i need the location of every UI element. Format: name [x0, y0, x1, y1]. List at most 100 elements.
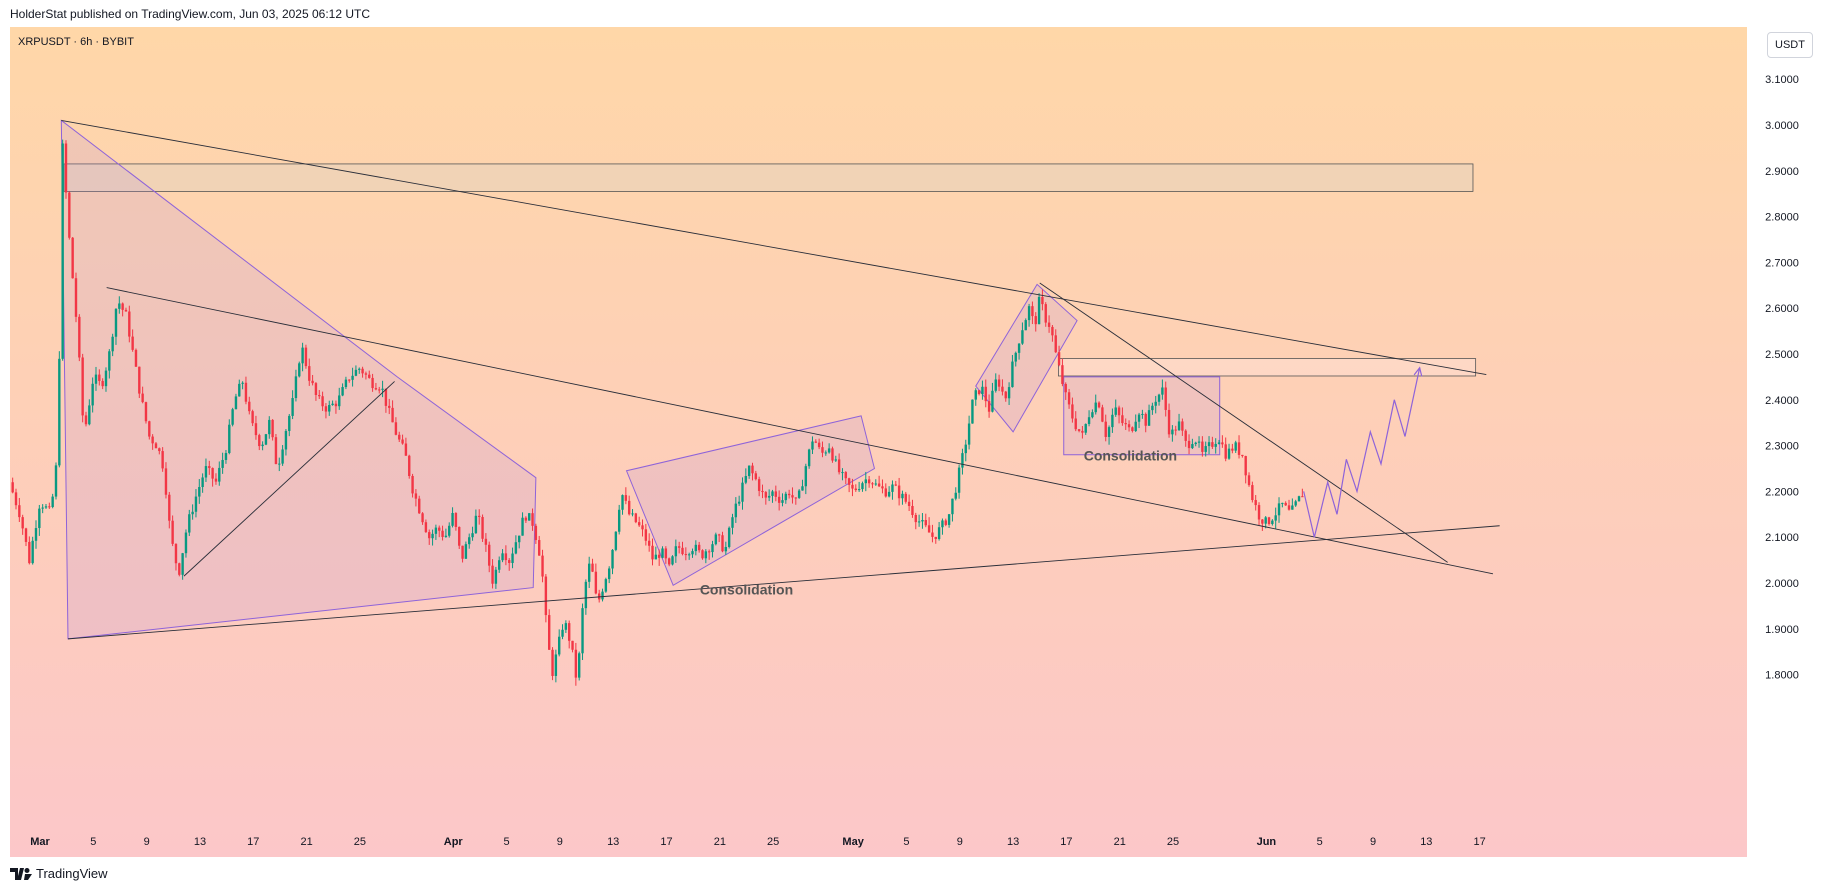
candle-238 — [801, 479, 804, 491]
candle-136 — [461, 545, 464, 563]
candle-132 — [448, 522, 451, 538]
candle-103 — [351, 367, 354, 387]
candle-296 — [994, 373, 997, 393]
x-tick-label: Apr — [444, 836, 464, 848]
candle-361 — [1211, 436, 1214, 450]
candle-387 — [1297, 495, 1301, 502]
candle-59 — [204, 458, 208, 482]
candle-372 — [1247, 472, 1251, 487]
candle-46 — [161, 447, 164, 472]
candle-92 — [314, 382, 318, 401]
price-chart[interactable]: Consolidation Consolidation Mar 5 9 13 17 21 25… — [10, 27, 1747, 857]
projection-arrowhead — [1413, 366, 1423, 377]
resistance-zone-1[interactable] — [63, 163, 1474, 192]
candle-209 — [704, 549, 708, 564]
candle-213 — [717, 533, 721, 543]
candle-205 — [691, 548, 694, 558]
candle-273 — [917, 514, 921, 527]
candle-144 — [488, 541, 491, 573]
candle-152 — [514, 535, 518, 555]
candle-312 — [1047, 315, 1051, 333]
candle-139 — [471, 526, 474, 541]
candle-51 — [178, 562, 181, 577]
candle-172 — [581, 603, 584, 661]
candle-177 — [597, 589, 601, 603]
candle-65 — [224, 449, 228, 464]
y-tick-label: 2.0000 — [1765, 578, 1799, 590]
candle-73 — [251, 409, 254, 427]
candle-7 — [31, 536, 34, 565]
candle-163 — [551, 647, 554, 681]
candle-138 — [468, 533, 471, 549]
candle-53 — [184, 529, 188, 558]
candle-155 — [524, 516, 528, 524]
candle-104 — [354, 365, 358, 377]
candle-108 — [368, 370, 371, 379]
candle-293 — [984, 379, 987, 408]
candle-182 — [614, 531, 618, 552]
candle-262 — [881, 479, 884, 494]
candle-52 — [181, 552, 184, 580]
candle-294 — [987, 394, 991, 418]
candle-193 — [651, 538, 654, 566]
candle-376 — [1261, 519, 1264, 531]
y-tick-label: 1.8000 — [1765, 670, 1799, 682]
candle-49 — [171, 515, 174, 547]
projection-path[interactable] — [1303, 367, 1421, 538]
candle-283 — [951, 498, 954, 522]
trendline-4[interactable] — [183, 381, 395, 577]
candle-4 — [21, 514, 24, 535]
y-tick-label: 2.2000 — [1765, 486, 1799, 498]
x-tick-label: 21 — [714, 836, 726, 848]
candle-184 — [621, 494, 624, 515]
candle-385 — [1291, 498, 1294, 510]
candle-353 — [1184, 429, 1187, 447]
candle-276 — [927, 517, 931, 533]
candle-109 — [371, 373, 374, 392]
y-tick-label: 2.8000 — [1765, 212, 1799, 224]
candle-290 — [974, 388, 977, 406]
pattern-shape-2[interactable] — [625, 415, 876, 587]
candle-333 — [1117, 405, 1121, 424]
candle-60 — [208, 460, 211, 475]
currency-badge[interactable]: USDT — [1767, 32, 1813, 58]
candle-289 — [971, 399, 974, 424]
candle-366 — [1227, 443, 1231, 460]
resistance-zone-2[interactable] — [1058, 358, 1477, 377]
x-tick-label: 9 — [557, 836, 563, 848]
candle-194 — [654, 546, 658, 560]
candle-179 — [604, 577, 608, 593]
candle-352 — [1181, 418, 1184, 436]
candle-332 — [1114, 399, 1117, 417]
trendline-5[interactable] — [1039, 282, 1448, 563]
pattern-shape-4[interactable] — [1063, 376, 1221, 456]
candle-131 — [444, 528, 448, 538]
trendline-2[interactable] — [106, 287, 1494, 575]
candle-127 — [431, 529, 434, 546]
candle-197 — [664, 546, 668, 564]
candle-24 — [88, 399, 91, 426]
candle-373 — [1251, 481, 1254, 503]
candle-54 — [188, 509, 191, 537]
candle-323 — [1084, 423, 1087, 435]
candle-384 — [1287, 499, 1291, 511]
candle-69 — [238, 379, 241, 397]
candle-272 — [914, 512, 917, 530]
pattern-shape-3[interactable] — [975, 283, 1078, 433]
candle-10 — [41, 504, 44, 514]
candle-120 — [408, 454, 411, 479]
trendline-3[interactable] — [67, 525, 1500, 640]
candle-164 — [554, 649, 558, 683]
x-tick-label: Jun — [1257, 836, 1277, 848]
footer-brand[interactable]: TradingView — [10, 866, 108, 881]
candle-343 — [1151, 402, 1154, 415]
trendline-1[interactable] — [61, 119, 1487, 376]
candle-17 — [64, 140, 68, 199]
candle-183 — [617, 504, 621, 535]
candle-357 — [1197, 436, 1201, 448]
candle-217 — [731, 513, 734, 535]
candle-244 — [821, 441, 824, 458]
candle-157 — [531, 508, 534, 531]
pattern-shape-1[interactable] — [60, 119, 537, 640]
candle-123 — [418, 495, 421, 514]
